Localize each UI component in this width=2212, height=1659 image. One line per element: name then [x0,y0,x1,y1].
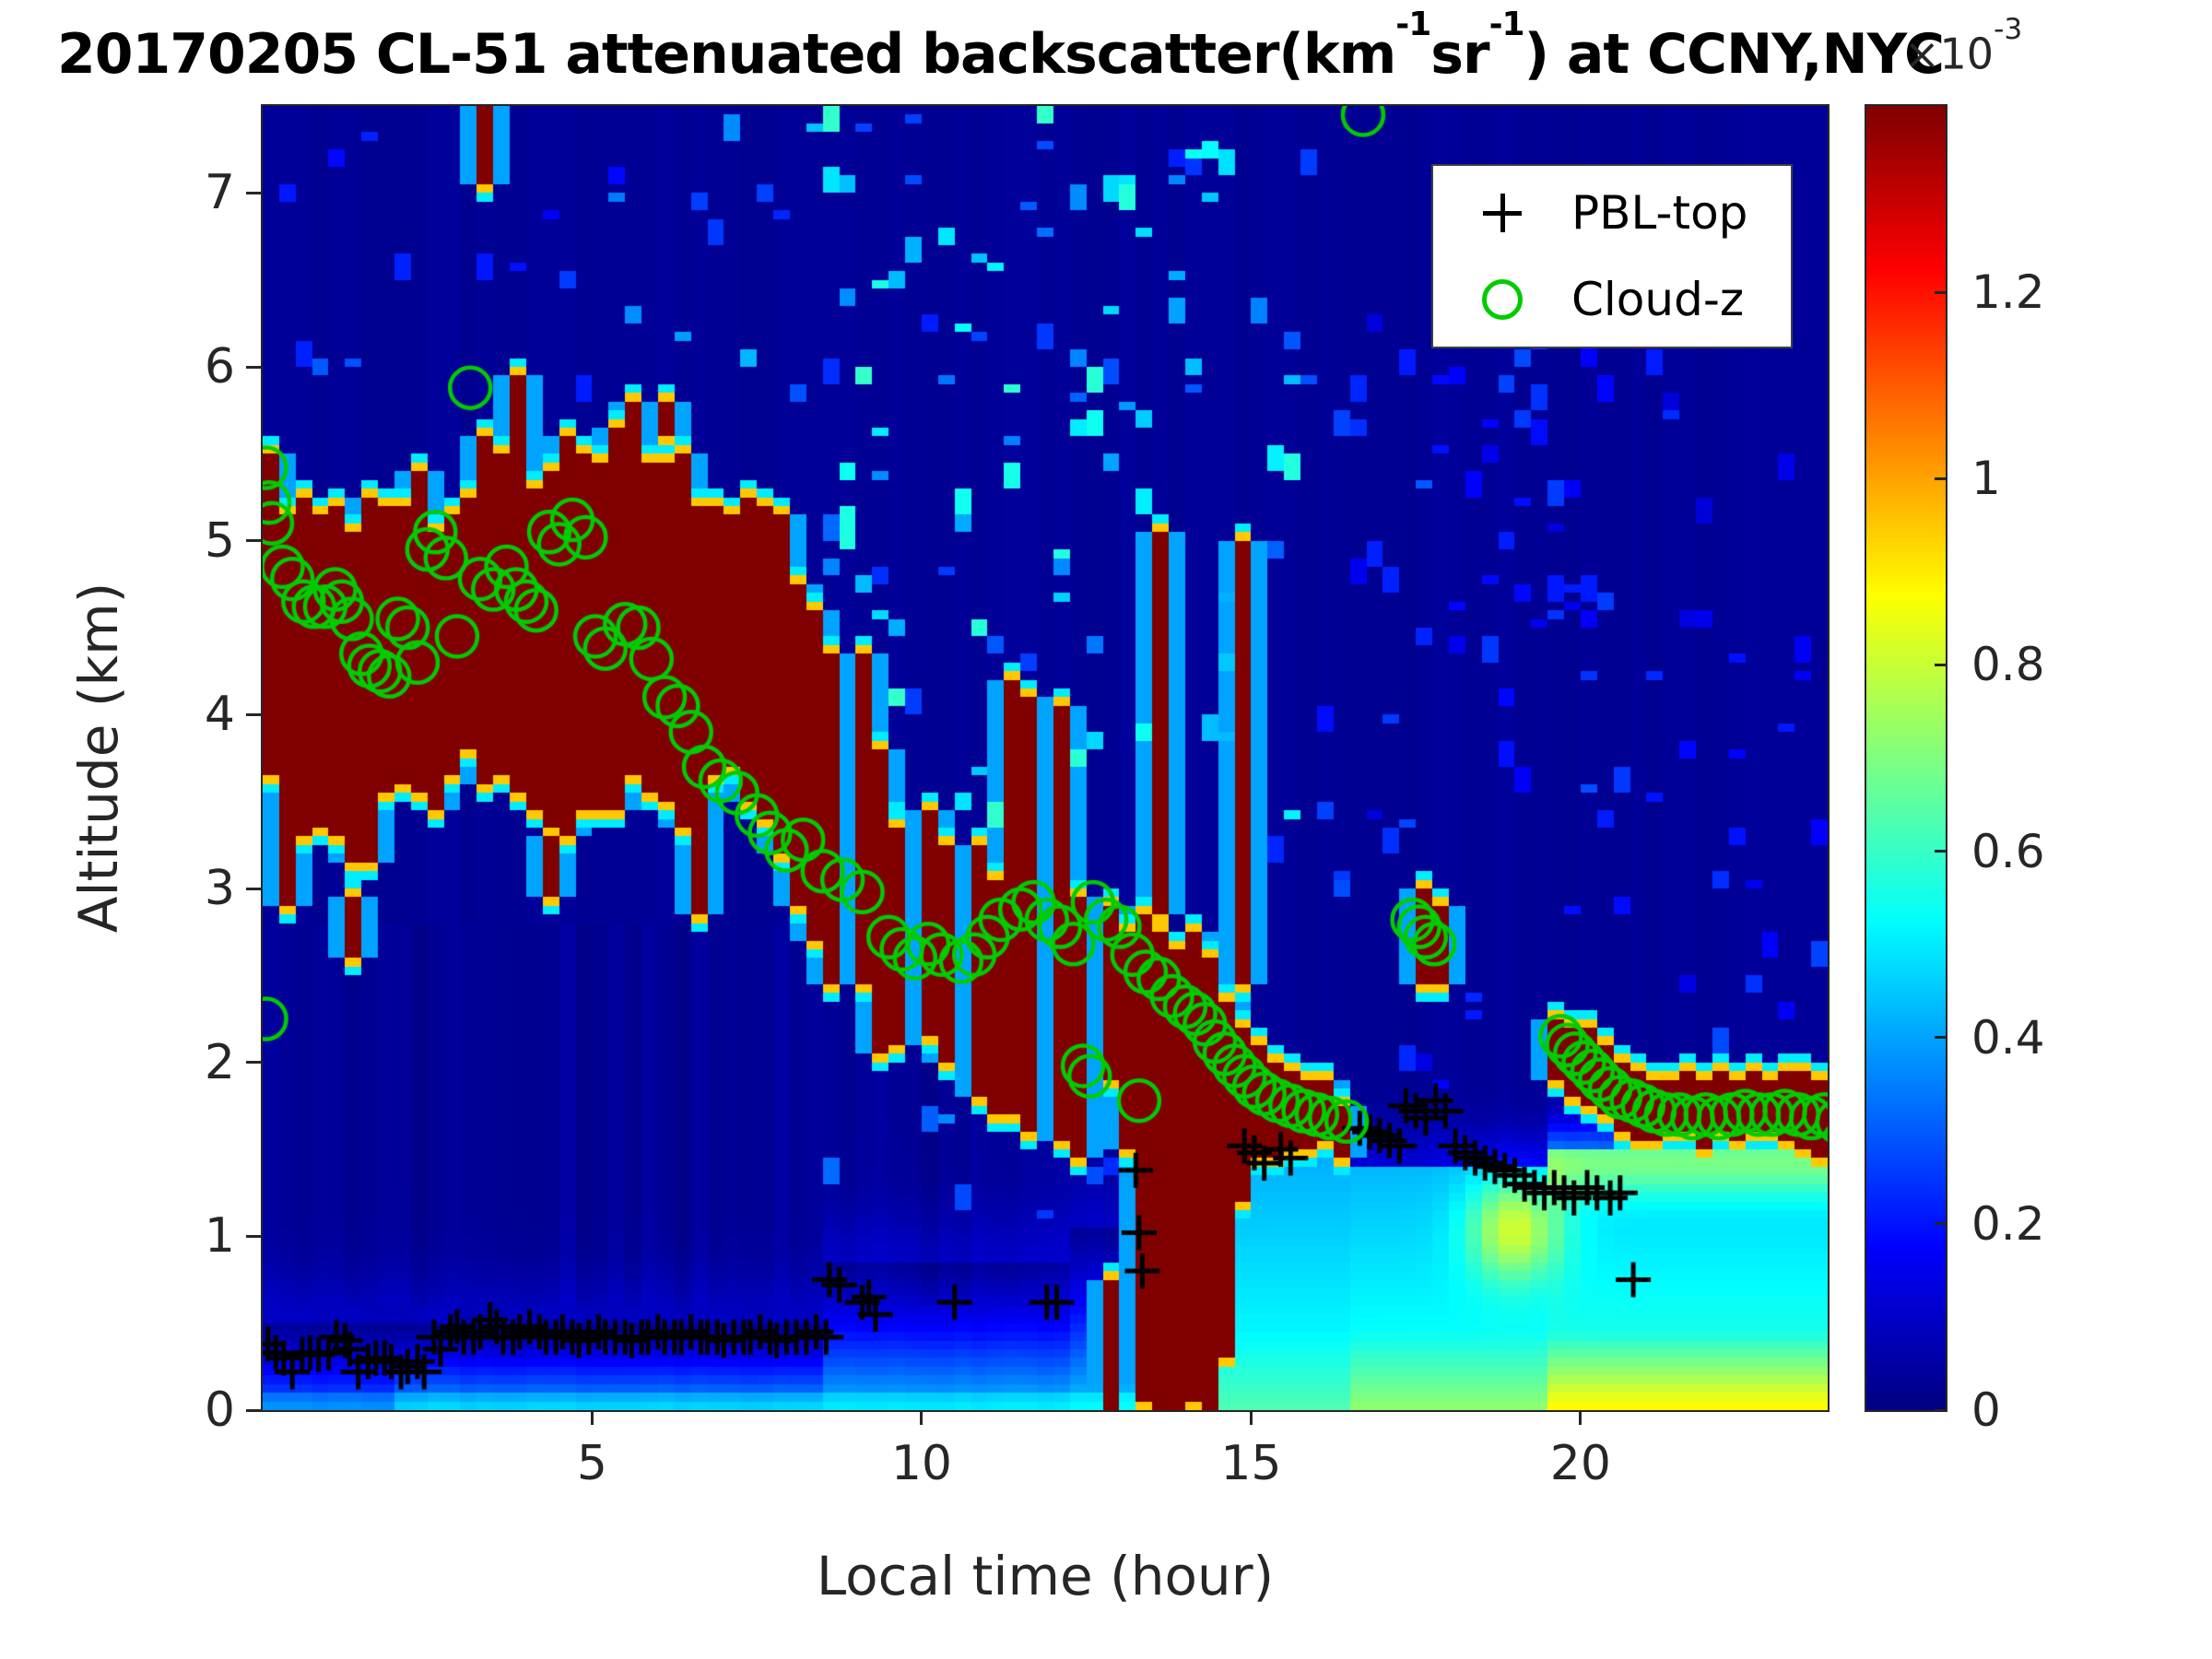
y-tick-label: 3 [204,861,235,916]
plot-area: PBL-top Cloud-z [261,104,1830,1412]
legend: PBL-top Cloud-z [1431,164,1793,348]
title-superscript: -1 [1488,6,1525,44]
title-superscript: -1 [1395,6,1431,44]
x-tick-mark [1249,1410,1253,1425]
y-tick-label: 1 [204,1208,235,1265]
legend-item-label: PBL-top [1571,186,1748,240]
colorbar-tick-label: 0 [1971,1383,2001,1437]
title-text: ) at CCNY,NYC [1524,22,1946,87]
y-tick-label: 2 [204,1034,235,1090]
chart-title: 20170205 CL-51 attenuated backscatter(km… [57,6,1946,87]
x-tick-mark [590,1410,594,1425]
colorbar [1865,104,1947,1412]
x-tick-label: 15 [1220,1436,1282,1491]
y-tick-label: 0 [204,1382,235,1438]
y-tick-label: 6 [204,339,235,394]
title-text: sr [1430,22,1489,87]
x-tick-mark [920,1410,924,1425]
colorbar-tick-label: 1 [1971,452,2001,506]
legend-item-cloud-z: Cloud-z [1433,260,1791,339]
title-text: 20170205 CL-51 attenuated backscatter(km [57,22,1396,87]
x-tick-mark [1579,1410,1583,1425]
colorbar-scale-label: ×10-3 [1904,13,2022,79]
x-tick-label: 10 [890,1436,953,1491]
y-tick-label: 5 [204,512,235,569]
x-axis-label: Local time (hour) [816,1545,1275,1607]
y-axis-label: Altitude (km) [67,582,130,934]
colorbar-scale-base: ×10 [1904,29,1994,79]
x-tick-label: 5 [576,1436,608,1491]
y-tick-label: 7 [204,165,235,221]
y-tick-label: 4 [204,687,235,743]
plus-marker-icon [1433,194,1571,232]
colorbar-tick-label: 1.2 [1971,265,2045,320]
legend-item-pbl-top: PBL-top [1433,173,1791,253]
colorbar-tick-label: 0.8 [1971,638,2045,692]
colorbar-tick-label: 0.6 [1971,824,2045,878]
legend-item-label: Cloud-z [1571,273,1745,326]
circle-marker-icon [1433,279,1571,320]
colorbar-scale-exponent: -3 [1994,13,2023,47]
x-tick-label: 20 [1549,1436,1611,1491]
colorbar-tick-label: 0.2 [1971,1196,2045,1251]
colorbar-canvas [1866,106,1946,1410]
colorbar-tick-label: 0.4 [1971,1010,2045,1065]
